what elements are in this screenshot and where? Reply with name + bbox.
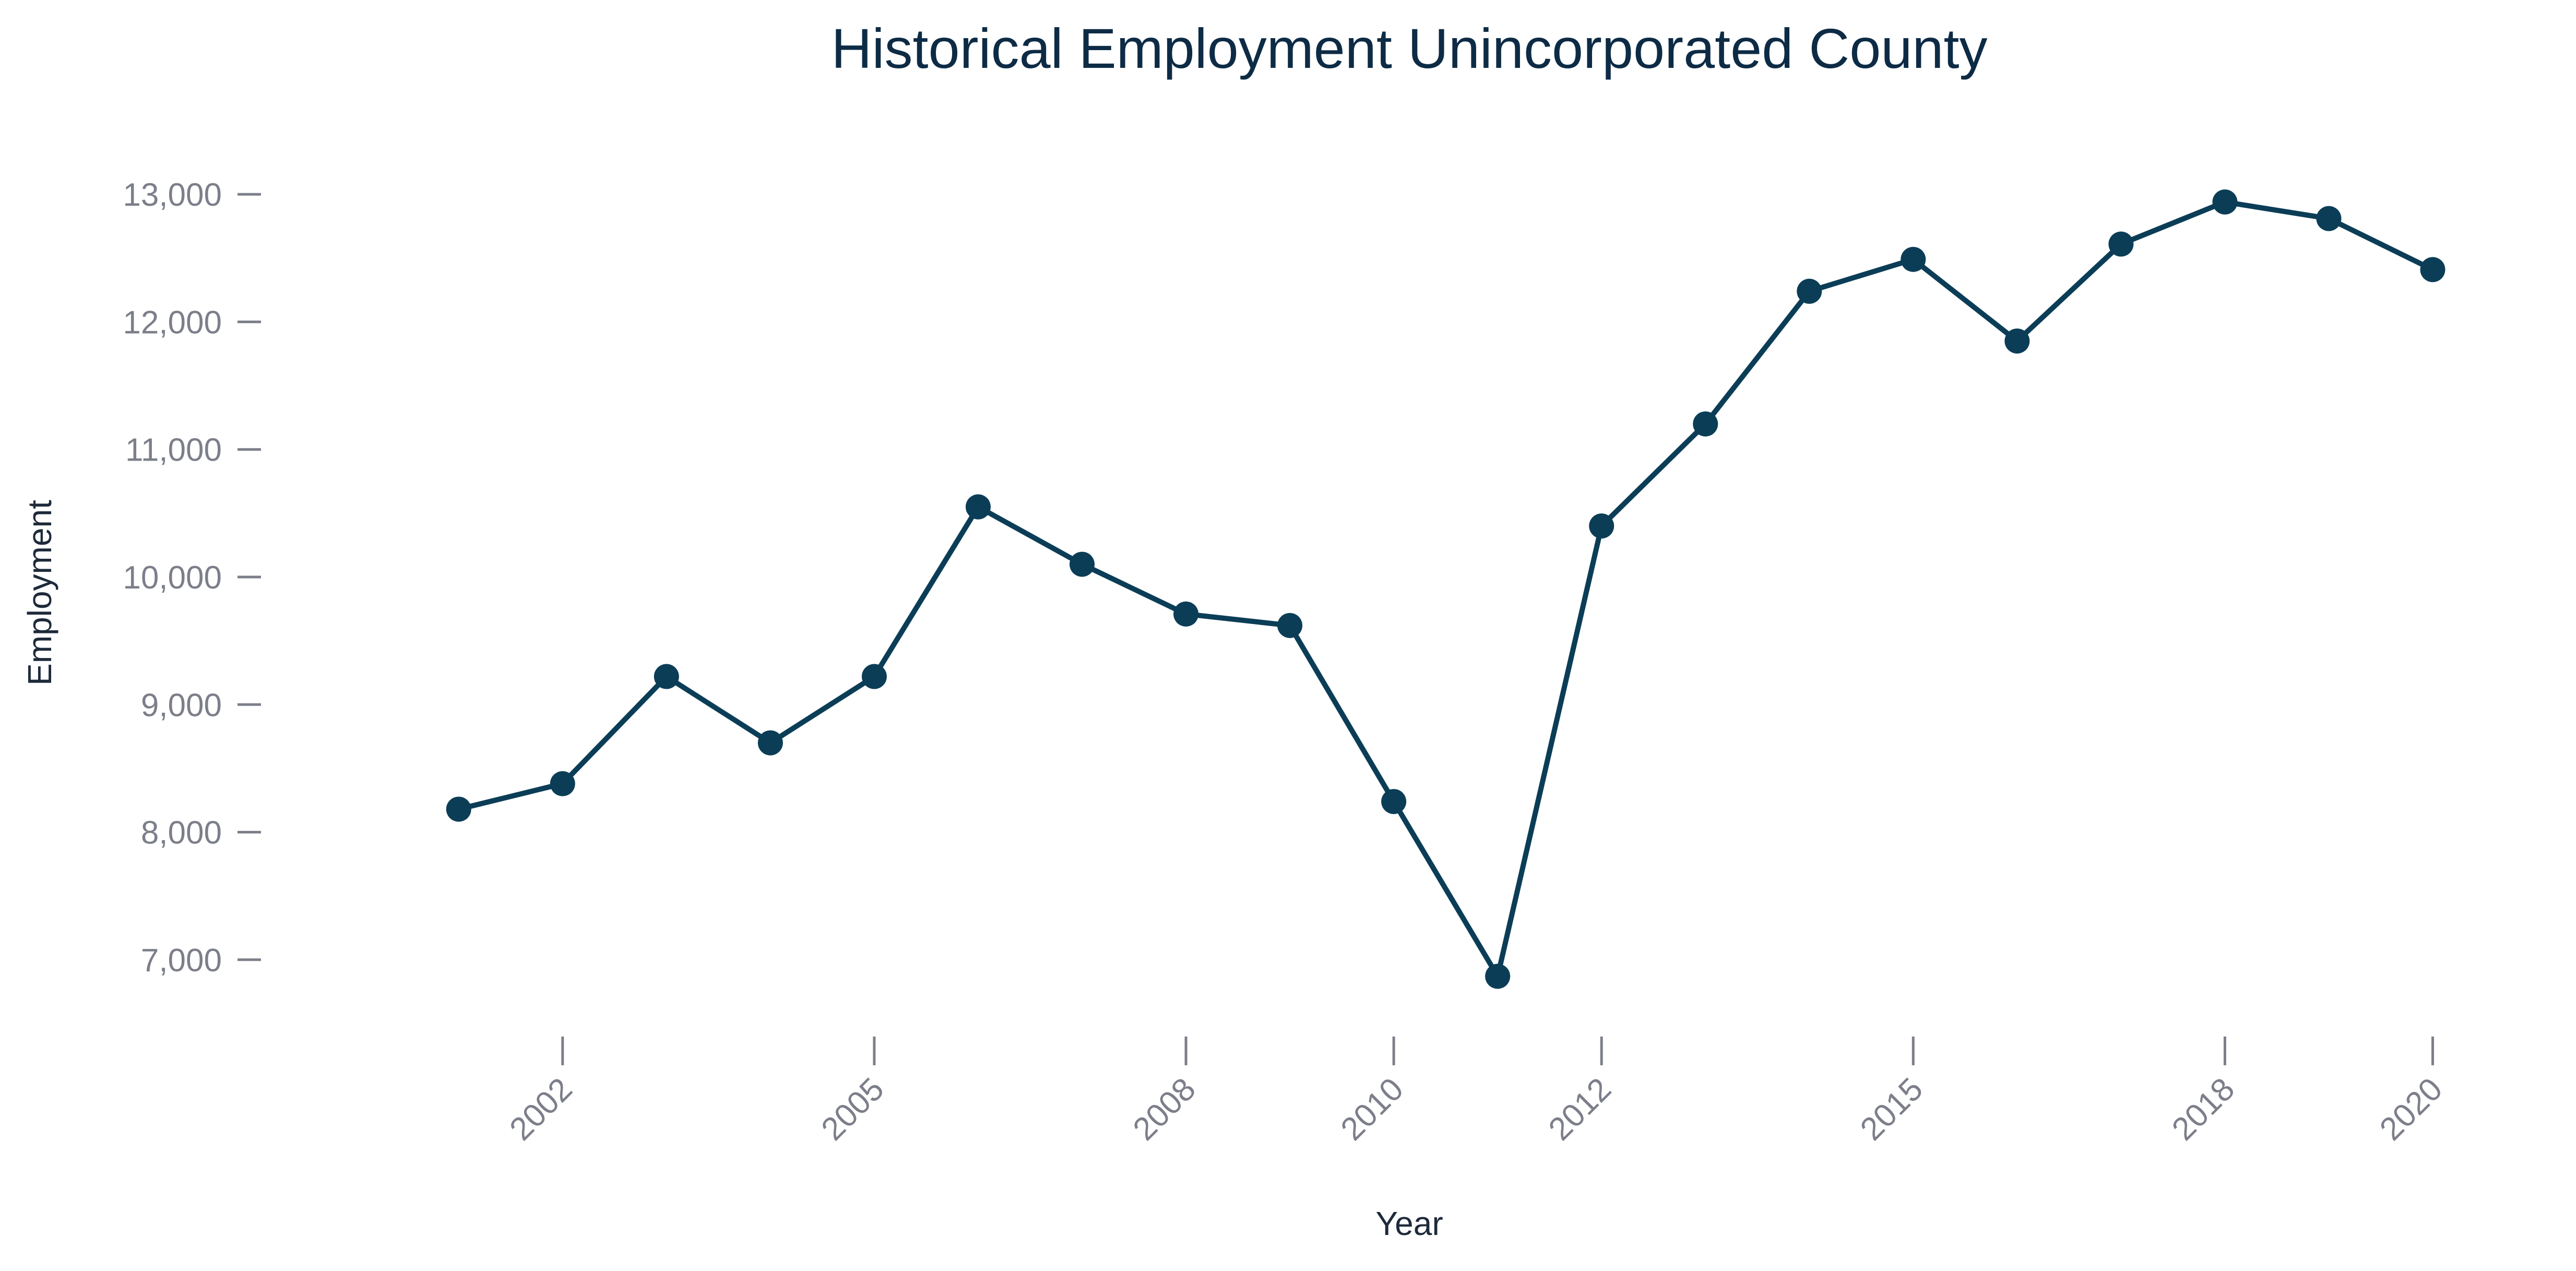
data-point (1589, 513, 1615, 539)
data-point (2420, 257, 2446, 283)
data-point (1797, 278, 1822, 304)
data-point (2212, 189, 2238, 215)
data-point (1069, 551, 1095, 577)
data-point (2004, 328, 2030, 354)
data-point (1173, 601, 1199, 627)
x-axis-ticks: 2002 2005 2008 2010 2012 2015 2018 2020 (503, 1037, 2449, 1147)
data-point (1901, 246, 1926, 272)
series-line (456, 199, 2436, 979)
x-tick-label: 2015 (1854, 1071, 1930, 1147)
x-axis-title: Year (1375, 1205, 1443, 1242)
series-layer (446, 189, 2446, 989)
data-point (654, 664, 679, 689)
x-tick-label: 2020 (2373, 1071, 2449, 1147)
y-tick-label: 11,000 (125, 432, 222, 468)
x-tick-label: 2010 (1334, 1071, 1410, 1147)
y-axis-ticks: 7,000 8,000 9,000 10,000 11,000 12,000 13,000 (123, 177, 261, 979)
data-point (2108, 231, 2134, 257)
data-point (1485, 963, 1511, 989)
y-tick-label: 8,000 (141, 815, 222, 851)
data-point (1693, 411, 1718, 437)
y-tick-label: 9,000 (141, 687, 222, 723)
data-point (861, 664, 887, 689)
x-tick-label: 2002 (503, 1071, 579, 1147)
y-tick-label: 7,000 (141, 943, 222, 979)
data-point (965, 494, 991, 520)
x-tick-label: 2008 (1126, 1071, 1203, 1147)
data-point (2316, 206, 2342, 231)
data-point (1277, 613, 1303, 638)
y-axis-title: Employment (21, 500, 58, 686)
data-point (757, 730, 783, 756)
x-tick-label: 2012 (1542, 1071, 1618, 1147)
chart-title: Historical Employment Unincorporated Cou… (832, 17, 1988, 80)
x-tick-label: 2005 (814, 1071, 891, 1147)
y-tick-label: 10,000 (123, 560, 222, 596)
data-point (1381, 789, 1407, 814)
y-tick-label: 13,000 (123, 177, 222, 213)
x-tick-label: 2018 (2165, 1071, 2241, 1147)
data-point (550, 771, 575, 796)
data-point (446, 796, 471, 822)
y-tick-label: 12,000 (123, 304, 222, 340)
